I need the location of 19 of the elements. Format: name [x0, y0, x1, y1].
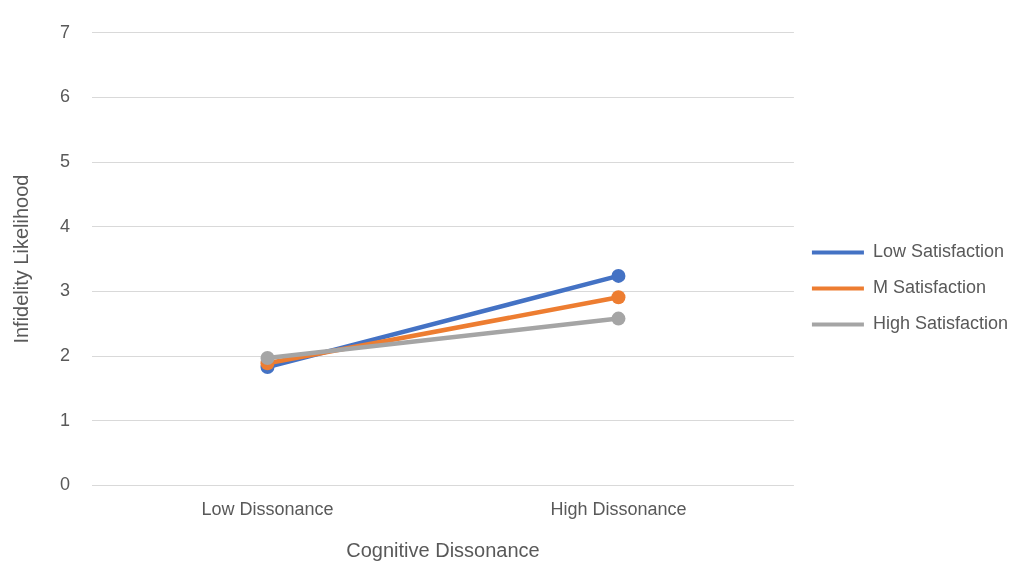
y-tick-label: 0: [60, 474, 71, 495]
point: [611, 290, 626, 305]
x-axis-title: Cognitive Dissonance: [346, 538, 540, 561]
x-tick-label: High Dissonance: [550, 499, 687, 520]
y-tick-label: 2: [60, 345, 71, 366]
x-tick-label: Low Dissonance: [201, 499, 334, 520]
y-tick-label: 1: [60, 409, 71, 430]
y-tick-label: 6: [60, 86, 71, 107]
legend-label: Low Satisfaction: [872, 241, 1005, 262]
legend-label: High Satisfaction: [872, 313, 1009, 334]
y-axis-title: Infidelity Likelihood: [9, 174, 32, 344]
point: [611, 311, 626, 326]
y-tick-label: 5: [60, 151, 71, 172]
y-tick-label: 3: [60, 280, 71, 301]
point: [611, 268, 626, 283]
legend-label: M Satisfaction: [872, 277, 986, 298]
y-tick-label: 7: [60, 21, 71, 42]
point: [260, 351, 275, 366]
y-tick-label: 4: [60, 215, 71, 236]
